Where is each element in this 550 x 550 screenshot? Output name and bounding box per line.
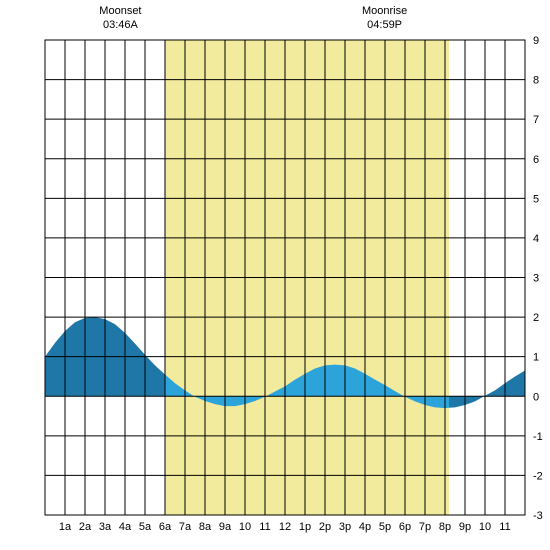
moonrise-title: Moonrise <box>362 5 407 17</box>
tide-chart: 1a2a3a4a5a6a7a8a9a1011121p2p3p4p5p6p7p8p… <box>0 0 550 550</box>
x-tick-label: 5a <box>139 521 152 533</box>
y-tick-label: 8 <box>533 75 539 87</box>
y-tick-label: -1 <box>533 431 543 443</box>
x-tick-label: 8a <box>199 521 212 533</box>
y-tick-label: 7 <box>533 114 539 126</box>
x-tick-label: 3p <box>339 521 351 533</box>
y-tick-label: 2 <box>533 312 539 324</box>
y-tick-label: 4 <box>533 233 539 245</box>
x-tick-label: 5p <box>379 521 391 533</box>
y-tick-label: 5 <box>533 193 539 205</box>
y-tick-label: 1 <box>533 352 539 364</box>
y-tick-label: 6 <box>533 154 539 166</box>
y-tick-label: 9 <box>533 35 539 47</box>
x-tick-label: 11 <box>499 521 510 533</box>
x-tick-label: 9p <box>459 521 471 533</box>
x-tick-label: 6p <box>399 521 411 533</box>
x-tick-label: 7a <box>179 521 192 533</box>
x-tick-label: 4p <box>359 521 371 533</box>
moonset-title: Moonset <box>99 5 141 17</box>
x-tick-label: 10 <box>479 521 491 533</box>
x-tick-label: 1p <box>299 521 311 533</box>
x-tick-label: 6a <box>159 521 172 533</box>
y-tick-label: -2 <box>533 470 543 482</box>
y-tick-label: 3 <box>533 273 539 285</box>
x-tick-label: 2p <box>319 521 331 533</box>
moonset-time: 03:46A <box>103 19 139 31</box>
y-tick-label: 0 <box>533 391 539 403</box>
x-tick-label: 12 <box>279 521 291 533</box>
x-tick-label: 10 <box>239 521 251 533</box>
moonrise-time: 04:59P <box>367 19 402 31</box>
x-tick-label: 3a <box>99 521 112 533</box>
x-tick-label: 7p <box>419 521 431 533</box>
x-tick-label: 11 <box>259 521 270 533</box>
y-tick-label: -3 <box>533 510 543 522</box>
x-tick-label: 4a <box>119 521 132 533</box>
x-tick-label: 1a <box>59 521 72 533</box>
x-tick-label: 9a <box>219 521 232 533</box>
x-tick-label: 8p <box>439 521 451 533</box>
x-tick-label: 2a <box>79 521 92 533</box>
chart-svg: 1a2a3a4a5a6a7a8a9a1011121p2p3p4p5p6p7p8p… <box>0 0 550 550</box>
